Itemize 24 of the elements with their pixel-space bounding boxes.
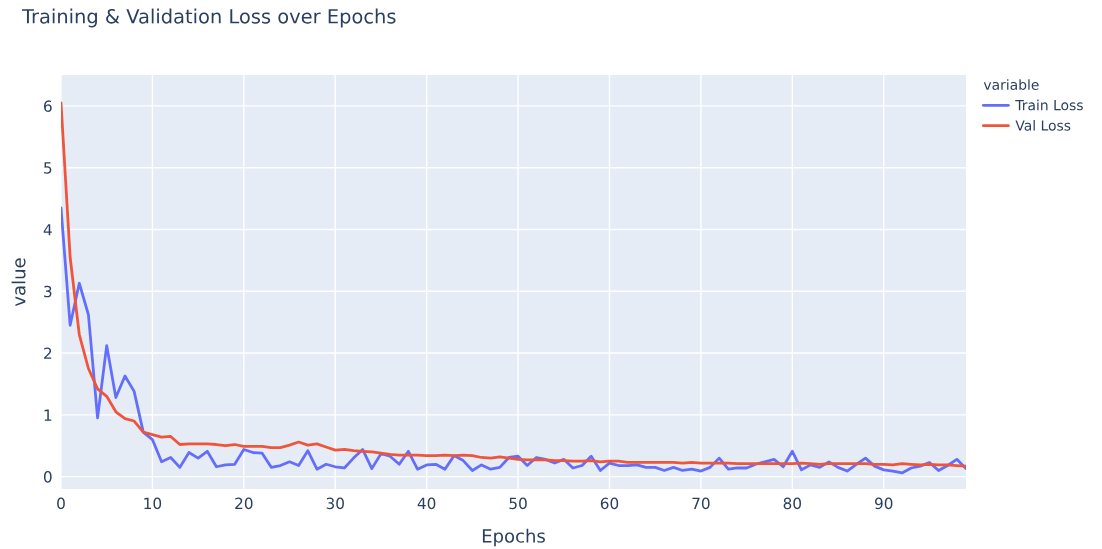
x-tick-label: 0 xyxy=(57,497,65,510)
y-axis-title: value xyxy=(11,258,26,307)
x-tick-label: 20 xyxy=(235,497,253,510)
legend-label: Val Loss xyxy=(1015,119,1071,131)
y-tick-label: 6 xyxy=(44,100,52,112)
x-axis-title: Epochs xyxy=(482,528,545,547)
x-tick-label: 90 xyxy=(874,497,893,510)
x-tick-label: 40 xyxy=(417,497,436,510)
y-tick-label: 5 xyxy=(44,162,52,174)
line-series xyxy=(61,101,966,468)
x-tick-label: 80 xyxy=(783,497,802,510)
y-tick-label: 1 xyxy=(44,409,52,421)
chart-title: Training & Validation Loss over Epochs xyxy=(21,8,396,28)
y-tick-label: 3 xyxy=(44,285,52,298)
legend-title: variable xyxy=(983,79,1039,90)
y-tick-label: 4 xyxy=(43,224,52,236)
y-tick-label: 0 xyxy=(43,471,52,483)
x-tick-label: 30 xyxy=(326,497,344,510)
legend-label: Train Loss xyxy=(1015,99,1083,111)
x-tick-label: 10 xyxy=(144,497,162,510)
y-tick-label: 2 xyxy=(44,347,52,359)
x-tick-label: 60 xyxy=(600,497,619,510)
x-tick-label: 50 xyxy=(509,497,527,510)
x-tick-label: 70 xyxy=(692,497,710,510)
